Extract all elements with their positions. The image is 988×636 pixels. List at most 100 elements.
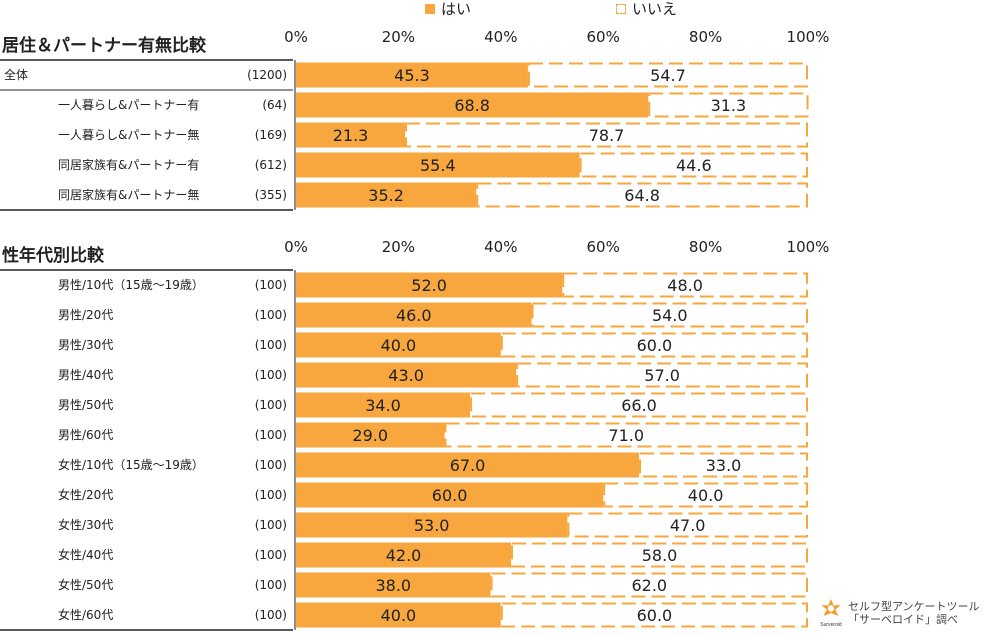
- bar-no-label: 58.0: [642, 546, 678, 565]
- bar-yes-label: 60.0: [432, 486, 468, 505]
- row-count: (1200): [247, 68, 287, 82]
- watermark-line1: セルフ型アンケートツール: [848, 600, 980, 613]
- bar-no-label: 31.3: [711, 96, 747, 115]
- bar-no: [531, 302, 809, 328]
- row-count: (100): [255, 608, 287, 622]
- x-tick-label: 60%: [587, 238, 620, 256]
- bar-no: [562, 272, 808, 298]
- legend-yes: はい: [425, 0, 471, 19]
- chart-title: 性年代別比較: [2, 245, 105, 266]
- row-count: (100): [255, 428, 287, 442]
- row-label: 女性/50代: [58, 577, 113, 592]
- row-count: (100): [255, 308, 287, 322]
- bar-yes: [296, 392, 471, 418]
- x-tick-label: 80%: [689, 238, 722, 256]
- bar-no-label: 78.7: [589, 126, 625, 145]
- row-count: (100): [255, 548, 287, 562]
- bar-yes-label: 55.4: [420, 156, 456, 175]
- watermark-text: セルフ型アンケートツール 「サーベロイド」調べ: [848, 600, 980, 626]
- watermark: Surveroid セルフ型アンケートツール 「サーベロイド」調べ: [820, 598, 980, 628]
- row-label: 全体: [4, 67, 28, 82]
- row-label: 一人暮らし&パートナー有: [58, 98, 199, 112]
- x-tick-label: 40%: [484, 238, 517, 256]
- row-label: 男性/30代: [58, 338, 113, 352]
- bar-no: [476, 182, 808, 208]
- x-tick-label: 40%: [484, 28, 517, 46]
- bar-yes: [296, 92, 649, 118]
- bar-yes: [296, 572, 491, 598]
- bar-yes-label: 42.0: [386, 546, 422, 565]
- bar-yes-label: 52.0: [411, 276, 447, 295]
- row-count: (355): [255, 188, 287, 202]
- x-tick-label: 100%: [787, 238, 830, 256]
- x-tick-label: 60%: [587, 28, 620, 46]
- row-label: 男性/60代: [58, 428, 113, 442]
- bar-yes-label: 40.0: [381, 606, 417, 625]
- bar-no-label: 60.0: [637, 606, 673, 625]
- x-tick-label: 0%: [284, 238, 308, 256]
- bar-yes: [296, 302, 532, 328]
- svg-text:Surveroid: Surveroid: [820, 622, 842, 628]
- bar-yes: [296, 362, 517, 388]
- bar-no: [567, 512, 808, 538]
- row-count: (100): [255, 518, 287, 532]
- row-count: (100): [255, 578, 287, 592]
- bar-no-label: 54.0: [652, 306, 688, 325]
- surveroid-logo-icon: Surveroid: [820, 599, 842, 628]
- bar-no-label: 47.0: [670, 516, 706, 535]
- row-label: 同居家族有&パートナー有: [58, 157, 199, 172]
- row-count: (100): [255, 278, 287, 292]
- bar-yes-label: 38.0: [375, 576, 411, 595]
- bar-yes: [296, 542, 512, 568]
- bar-no-label: 57.0: [644, 366, 680, 385]
- bar-no-label: 66.0: [621, 396, 657, 415]
- legend-no-swatch: [616, 3, 626, 14]
- bar-yes: [296, 152, 580, 178]
- legend-no: いいえ: [616, 0, 677, 19]
- row-label: 女性/10代（15歳～19歳）: [58, 457, 204, 472]
- bar-yes-label: 21.3: [333, 126, 369, 145]
- bar-no-label: 62.0: [631, 576, 667, 595]
- row-label: 同居家族有&パートナー無: [58, 187, 199, 202]
- row-label: 男性/10代（15歳～19歳）: [58, 278, 204, 292]
- bar-yes: [296, 182, 477, 208]
- bar-yes-label: 34.0: [365, 396, 401, 415]
- x-tick-label: 20%: [382, 28, 415, 46]
- bar-yes-label: 67.0: [450, 456, 486, 475]
- bar-no: [516, 362, 808, 388]
- row-count: (169): [255, 128, 287, 142]
- bar-yes-label: 35.2: [368, 186, 404, 205]
- row-count: (100): [255, 398, 287, 412]
- legend-yes-label: はい: [441, 0, 472, 18]
- row-count: (612): [255, 158, 287, 172]
- bar-yes-label: 45.3: [394, 66, 430, 85]
- watermark-line2: 「サーベロイド」調べ: [848, 613, 958, 626]
- x-tick-label: 0%: [284, 28, 308, 46]
- bar-no-label: 60.0: [637, 336, 673, 355]
- bar-yes-label: 43.0: [388, 366, 424, 385]
- bar-yes: [296, 512, 568, 538]
- bar-no: [648, 92, 809, 118]
- bar-no: [511, 542, 808, 568]
- bar-yes-label: 29.0: [352, 426, 388, 445]
- bar-no: [579, 152, 809, 178]
- bar-yes-label: 68.8: [454, 96, 490, 115]
- row-count: (100): [255, 488, 287, 502]
- row-label: 女性/30代: [58, 517, 113, 532]
- x-tick-label: 80%: [689, 28, 722, 46]
- row-label: 女性/60代: [58, 607, 113, 622]
- bar-yes: [296, 272, 563, 298]
- row-label: 男性/50代: [58, 398, 113, 412]
- x-tick-label: 100%: [787, 28, 830, 46]
- bar-no: [500, 332, 808, 358]
- row-count: (100): [255, 368, 287, 382]
- row-label: 女性/20代: [58, 487, 113, 502]
- bar-no-label: 44.6: [676, 156, 712, 175]
- legend-no-label: いいえ: [632, 0, 678, 18]
- row-count: (100): [255, 338, 287, 352]
- row-label: 一人暮らし&パートナー無: [58, 127, 199, 142]
- row-label: 男性/20代: [58, 308, 113, 322]
- row-label: 女性/40代: [58, 547, 113, 562]
- bar-yes: [296, 122, 406, 148]
- legend-yes-swatch: [425, 3, 435, 14]
